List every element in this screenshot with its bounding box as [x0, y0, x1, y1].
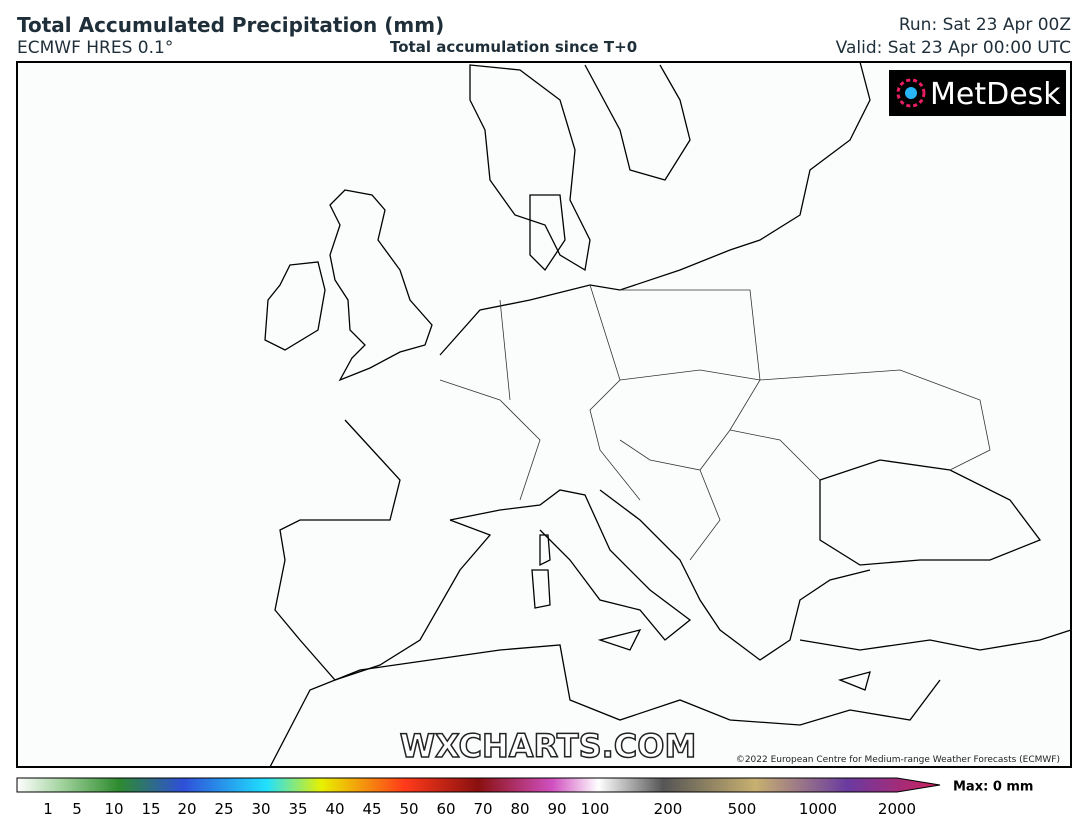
logo-box [889, 70, 1066, 116]
logo-icon [896, 78, 926, 108]
colorbar-tick-label: 1000 [799, 800, 837, 818]
colorbar-tick-label: 25 [214, 800, 233, 818]
colorbar-tick-label: 70 [473, 800, 492, 818]
map-frame [16, 61, 1072, 768]
colorbar-tick-label: 5 [72, 800, 82, 818]
watermark: WXCHARTS.COM [400, 727, 697, 765]
colorbar-tick-label: 45 [362, 800, 381, 818]
colorbar-tick-label: 40 [325, 800, 344, 818]
run: Run: Sat 23 Apr 00Z [898, 15, 1071, 35]
subtitle: Total accumulation since T+0 [390, 38, 638, 56]
colorbar-tick-label: 2000 [878, 800, 916, 818]
colorbar-tick-label: 30 [251, 800, 270, 818]
colorbar-tick-label: 100 [581, 800, 610, 818]
title: Total Accumulated Precipitation (mm) [17, 13, 445, 37]
valid: Valid: Sat 23 Apr 00:00 UTC [835, 38, 1071, 58]
colorbar-tick-label: 60 [436, 800, 455, 818]
colorbar-tick-label: 20 [177, 800, 196, 818]
colorbar-ticks: 1 5 10 15 20 25 30 35 40 45 50 60 70 80 90 100 200 500 100… [43, 800, 916, 818]
colorbar-tick-label: 15 [141, 800, 160, 818]
coastlines [264, 61, 1072, 768]
max-label: Max: 0 mm [953, 780, 1033, 795]
colorbar-tick-label: 90 [547, 800, 566, 818]
copyright: ©2022 European Centre for Medium-range W… [736, 755, 1060, 765]
colorbar-tick-label: 200 [654, 800, 683, 818]
logo-text: MetDesk [930, 77, 1061, 112]
colorbar-tick-label: 500 [728, 800, 757, 818]
model: ECMWF HRES 0.1° [17, 38, 174, 58]
colorbar-tick-label: 35 [288, 800, 307, 818]
colorbar-tick-label: 80 [510, 800, 529, 818]
colorbar-tick-label: 1 [43, 800, 53, 818]
colorbar-tick-label: 10 [104, 800, 123, 818]
borders [439, 284, 991, 561]
colorbar-tick-label: 50 [399, 800, 418, 818]
colorbar [16, 777, 941, 793]
